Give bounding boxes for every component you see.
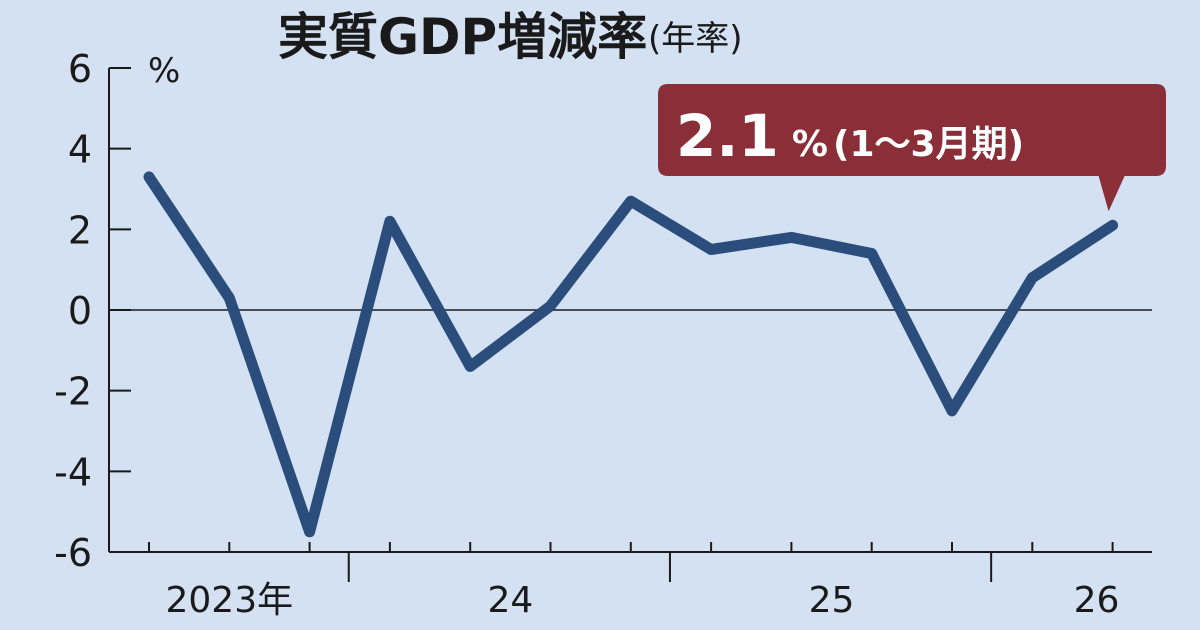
callout-value: 2.1	[676, 102, 779, 170]
data-point	[629, 200, 632, 203]
data-point	[228, 296, 231, 299]
x-axis: 2023年 24 25 26	[109, 542, 1152, 621]
data-point	[308, 530, 311, 533]
y-tick-label: -2	[54, 370, 92, 414]
y-tick-label: 4	[68, 128, 92, 172]
x-tick-label: 25	[809, 580, 855, 621]
y-tick-label: -4	[54, 450, 92, 494]
y-tick-label: 6	[68, 47, 92, 91]
callout-period: (1〜3月期)	[833, 124, 1024, 165]
data-point	[549, 304, 552, 307]
data-point	[1111, 224, 1114, 227]
series	[143, 171, 1119, 538]
data-point	[1031, 276, 1034, 279]
x-tick-label: 26	[1074, 580, 1120, 621]
y-tick-label: -6	[54, 531, 92, 575]
x-tick-label: 24	[487, 580, 533, 621]
data-point	[790, 236, 793, 239]
chart-title-suffix: (年率)	[648, 19, 743, 59]
data-point	[870, 252, 873, 255]
data-point	[710, 248, 713, 251]
callout-badge: 2.1 % (1〜3月期)	[658, 84, 1166, 212]
chart-title-text: 実質GDP増減率	[278, 8, 647, 66]
data-point	[148, 175, 150, 178]
callout-text: 2.1 % (1〜3月期)	[676, 102, 1024, 170]
y-axis: 6 4 2 0 -2 -4 -6	[54, 47, 1152, 575]
data-point	[469, 365, 472, 368]
y-tick-label: 2	[68, 208, 92, 252]
series-line	[143, 171, 1119, 538]
data-point	[388, 220, 391, 223]
callout-shape	[658, 84, 1166, 212]
x-tick-label: 2023年	[165, 580, 293, 621]
callout-unit: %	[792, 124, 828, 165]
y-unit-label: %	[148, 51, 180, 91]
data-point	[951, 409, 953, 412]
chart-title: 実質GDP増減率 (年率)	[278, 8, 743, 66]
y-tick-label: 0	[68, 289, 92, 333]
